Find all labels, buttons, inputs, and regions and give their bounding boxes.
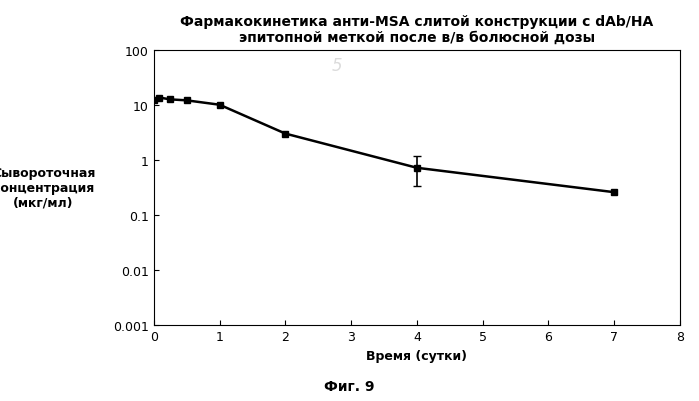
Text: Фиг. 9: Фиг. 9: [324, 379, 375, 393]
Y-axis label: Сывороточная
концентрация
(мкг/мл): Сывороточная концентрация (мкг/мл): [0, 166, 95, 209]
Title: Фармакокинетика анти-MSA слитой конструкции с dAb/HA
эпитопной меткой после в/в : Фармакокинетика анти-MSA слитой конструк…: [180, 15, 654, 45]
Text: 5: 5: [331, 57, 342, 75]
X-axis label: Время (сутки): Время (сутки): [366, 349, 468, 362]
